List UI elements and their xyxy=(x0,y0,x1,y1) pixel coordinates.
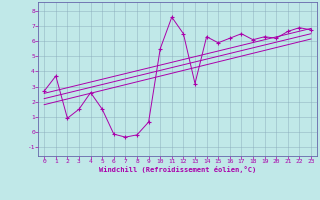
X-axis label: Windchill (Refroidissement éolien,°C): Windchill (Refroidissement éolien,°C) xyxy=(99,166,256,173)
